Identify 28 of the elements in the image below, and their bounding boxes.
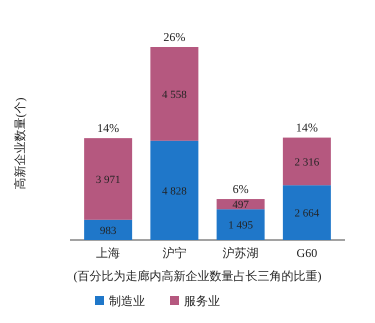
bar [216, 209, 265, 240]
data-label: 2 664 [294, 208, 320, 220]
legend-label: 制造业 [109, 294, 145, 308]
bar [150, 47, 198, 141]
x-tick-label: 沪苏湖 [222, 246, 259, 260]
bar [84, 138, 132, 220]
data-label: 983 [100, 224, 117, 237]
bar [282, 185, 331, 240]
x-tick-label: 沪宁 [162, 246, 186, 260]
data-label: 3 971 [96, 174, 120, 186]
data-label: 1 495 [228, 220, 254, 232]
x-tick-label: 上海 [96, 246, 120, 260]
annotation: 26% [163, 30, 186, 44]
annotation: 14% [97, 121, 120, 136]
annotation: 14% [296, 120, 318, 135]
bar [216, 199, 265, 210]
x-tick-label: G60 [296, 246, 318, 260]
legend-label: 服务业 [184, 294, 220, 308]
data-label: 2 316 [294, 156, 320, 168]
data-label: 4 558 [162, 88, 188, 101]
text: (百分比为走廊内高新企业数量占长三角的比重) [74, 269, 322, 283]
y-axis-title: 高新企业数量(个) [13, 98, 27, 190]
data-label: 4 828 [162, 185, 188, 198]
bar [84, 220, 132, 240]
annotation: 6% [232, 182, 249, 196]
data-label: 497 [232, 199, 250, 212]
bar [282, 138, 331, 186]
bar [150, 140, 198, 240]
